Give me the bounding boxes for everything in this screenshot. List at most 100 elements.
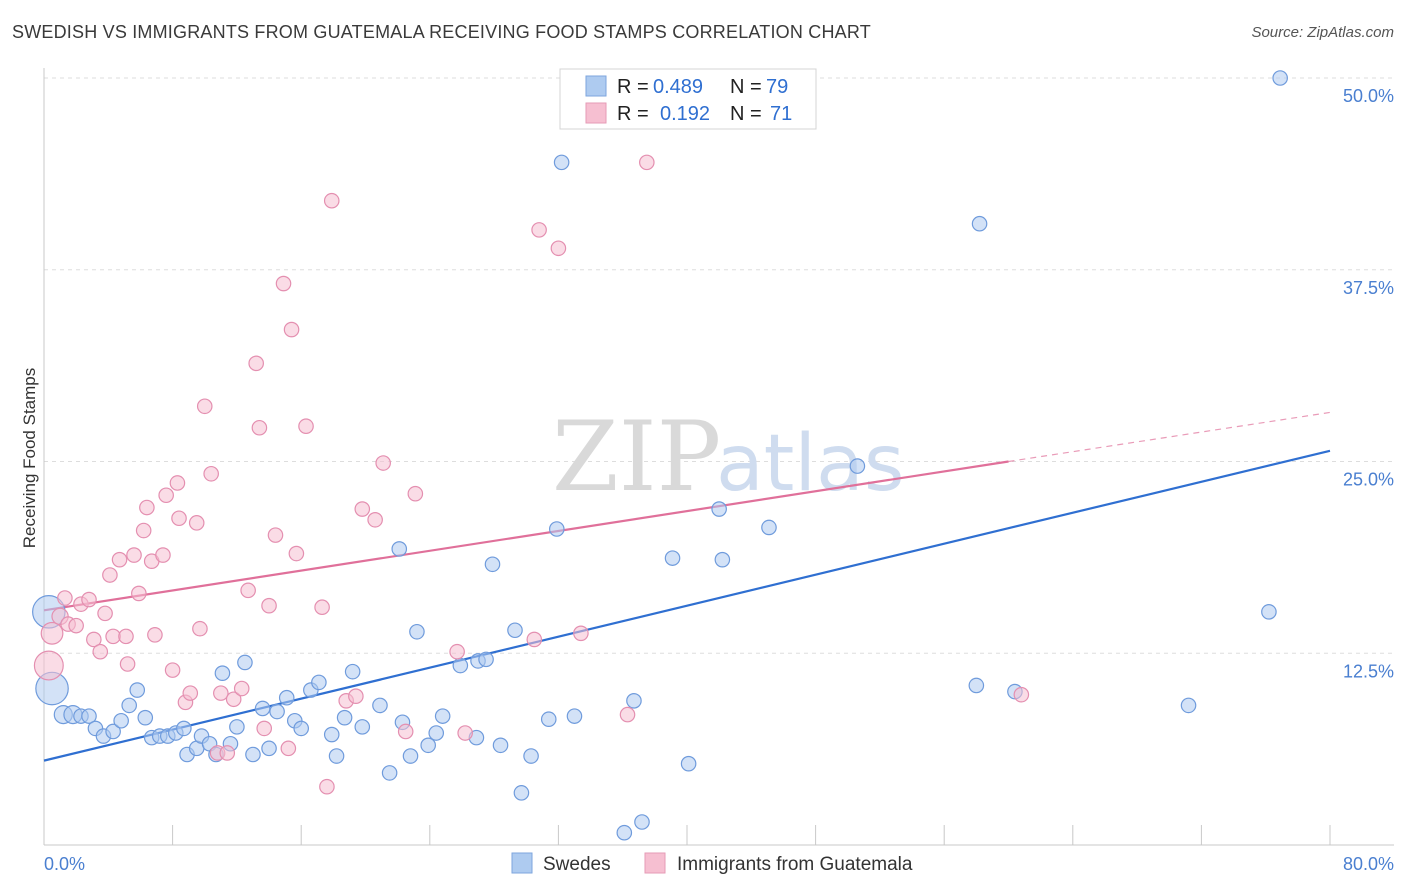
data-point-guatemala <box>155 547 171 563</box>
data-point-guatemala <box>225 691 242 708</box>
data-point-guatemala <box>169 475 186 491</box>
data-point-swedes <box>711 501 727 517</box>
data-point-swedes <box>1261 604 1277 620</box>
data-point-swedes <box>381 765 398 781</box>
data-point-guatemala <box>457 725 473 741</box>
bottom-legend-guatemala: Immigrants from Guatemala <box>677 854 913 875</box>
data-point-swedes <box>553 154 570 171</box>
data-point-swedes <box>391 541 408 557</box>
data-point-swedes <box>245 746 261 763</box>
y-tick-label: 37.5% <box>1343 278 1394 298</box>
data-point-swedes <box>409 623 425 640</box>
data-point-guatemala <box>171 510 187 527</box>
data-point-guatemala <box>267 527 284 543</box>
data-point-guatemala <box>139 499 155 516</box>
y-tick-label: 12.5% <box>1343 661 1394 681</box>
data-point-guatemala <box>573 625 589 642</box>
data-point-swedes <box>680 755 697 772</box>
data-point-swedes <box>478 651 494 668</box>
y-tick-label: 25.0% <box>1343 470 1394 490</box>
data-point-swedes <box>548 521 565 537</box>
data-point-guatemala <box>288 545 305 562</box>
data-points <box>32 70 1288 841</box>
data-point-guatemala <box>280 740 297 757</box>
legend-n-label: N = <box>730 76 762 98</box>
data-point-guatemala <box>275 275 292 292</box>
data-point-guatemala <box>126 547 142 563</box>
data-point-swedes <box>616 824 633 841</box>
bottom-legend: Swedes Immigrants from Guatemala <box>511 852 913 875</box>
data-point-guatemala <box>233 680 250 697</box>
y-tick-labels: 12.5% 25.0% 37.5% 50.0% <box>1343 86 1394 681</box>
chart-title: SWEDISH VS IMMIGRANTS FROM GUATEMALA REC… <box>12 22 871 42</box>
data-point-swedes <box>336 709 353 726</box>
legend-r-label: R = <box>617 76 649 98</box>
data-point-guatemala <box>261 597 277 614</box>
data-point-swedes <box>1272 70 1288 86</box>
y-axis-label: Receiving Food Stamps <box>20 368 39 548</box>
trend-line-extension <box>1008 411 1331 463</box>
data-point-guatemala <box>323 192 340 209</box>
data-point-guatemala <box>256 720 273 737</box>
data-point-guatemala <box>68 617 84 634</box>
data-point-guatemala <box>375 455 391 471</box>
data-point-swedes <box>229 719 245 735</box>
data-point-guatemala <box>407 485 424 502</box>
data-point-guatemala <box>203 465 219 482</box>
bottom-legend-swatch-guatemala <box>644 852 666 874</box>
data-point-guatemala <box>192 620 208 637</box>
data-point-swedes <box>434 708 451 724</box>
gridlines <box>44 77 1394 654</box>
x-tick-max: 80.0% <box>1343 854 1394 874</box>
legend-n-value: 71 <box>770 103 792 125</box>
data-point-guatemala <box>397 723 414 740</box>
data-point-swedes <box>420 737 436 754</box>
data-point-swedes <box>113 712 129 729</box>
data-point-swedes <box>664 550 681 566</box>
data-point-swedes <box>176 720 192 737</box>
legend-r-value: 0.192 <box>660 103 710 125</box>
data-point-guatemala <box>619 706 636 723</box>
data-point-guatemala <box>526 631 543 648</box>
data-point-guatemala <box>92 643 109 660</box>
legend-swatch-guatemala <box>585 102 607 124</box>
data-point-guatemala <box>102 567 118 583</box>
data-point-guatemala <box>639 154 655 171</box>
data-point-guatemala <box>319 778 335 795</box>
data-point-swedes <box>105 723 121 740</box>
data-point-swedes <box>254 700 271 717</box>
data-point-guatemala <box>57 590 73 606</box>
axes <box>43 68 1394 846</box>
data-point-swedes <box>237 654 253 671</box>
data-point-swedes <box>1180 697 1197 714</box>
legend-n-value: 79 <box>766 76 788 98</box>
data-point-guatemala <box>251 419 268 436</box>
legend-r-label: R = <box>617 103 649 125</box>
top-legend: R = 0.489 N = 79 R = 0.192 N = 71 <box>559 68 817 130</box>
data-point-swedes <box>507 622 523 639</box>
data-point-guatemala <box>97 605 113 622</box>
data-point-guatemala <box>298 418 314 435</box>
data-point-swedes <box>626 693 642 709</box>
trend-line-guatemala <box>43 460 1009 612</box>
data-point-swedes <box>129 682 146 698</box>
y-tick-label: 50.0% <box>1343 86 1394 106</box>
data-point-guatemala <box>164 662 181 678</box>
legend-r-value: 0.489 <box>653 76 703 98</box>
data-point-swedes <box>523 748 539 764</box>
data-point-swedes <box>452 657 469 674</box>
data-point-swedes <box>761 519 777 536</box>
data-point-swedes <box>428 725 445 741</box>
data-point-guatemala <box>182 685 199 701</box>
data-point-guatemala <box>40 621 64 645</box>
data-point-swedes <box>566 708 583 724</box>
data-point-swedes <box>849 458 866 474</box>
data-point-guatemala <box>105 628 121 645</box>
data-point-guatemala <box>248 355 264 372</box>
data-point-swedes <box>269 703 285 720</box>
legend-swatch-swedes <box>585 75 607 97</box>
watermark-zip: ZIP <box>552 401 721 513</box>
data-point-guatemala <box>131 585 147 602</box>
legend-n-label: N = <box>730 103 762 125</box>
